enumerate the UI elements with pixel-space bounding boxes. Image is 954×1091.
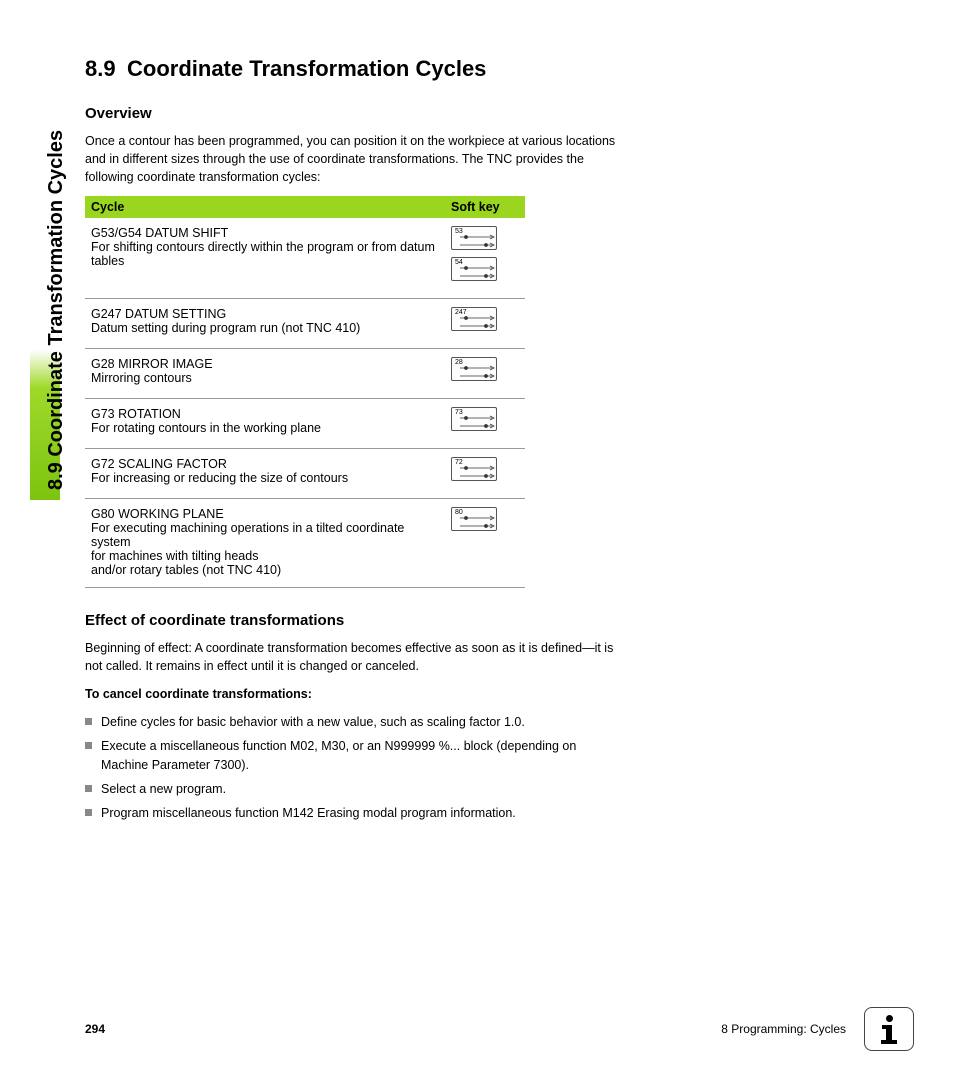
effect-paragraph: Beginning of effect: A coordinate transf… <box>85 639 625 675</box>
cycle-cell: G247 DATUM SETTINGDatum setting during p… <box>85 298 445 348</box>
col-header-cycle: Cycle <box>85 196 445 218</box>
cycle-cell: G80 WORKING PLANEFor executing machining… <box>85 498 445 587</box>
list-item: Execute a miscellaneous function M02, M3… <box>85 737 625 773</box>
softkey-cell: 53 54 <box>445 218 525 299</box>
overview-paragraph: Once a contour has been programmed, you … <box>85 132 625 186</box>
softkey-icon: 72 <box>451 457 497 481</box>
softkey-icon: 80 <box>451 507 497 531</box>
table-row: G73 ROTATIONFor rotating contours in the… <box>85 398 525 448</box>
cycle-title: G72 SCALING FACTOR <box>91 457 439 471</box>
section-number: 8.9 <box>85 55 127 83</box>
softkey-icon: 247 <box>451 307 497 331</box>
cycle-desc: For rotating contours in the working pla… <box>91 421 439 435</box>
cycle-desc: for machines with tilting heads <box>91 549 439 563</box>
info-icon <box>864 1007 914 1051</box>
list-item: Program miscellaneous function M142 Eras… <box>85 804 625 822</box>
chapter-label: 8 Programming: Cycles <box>721 1022 846 1036</box>
softkey-cell: 73 <box>445 398 525 448</box>
cancel-heading: To cancel coordinate transformations: <box>85 685 625 703</box>
cycle-desc: and/or rotary tables (not TNC 410) <box>91 563 439 577</box>
cycle-cell: G28 MIRROR IMAGEMirroring contours <box>85 348 445 398</box>
side-tab: 8.9 Coordinate Transformation Cycles <box>30 50 60 500</box>
table-row: G28 MIRROR IMAGEMirroring contours28 <box>85 348 525 398</box>
softkey-icon: 53 <box>451 226 497 250</box>
section-heading: 8.9 Coordinate Transformation Cycles <box>85 55 625 83</box>
softkey-cell: 247 <box>445 298 525 348</box>
col-header-softkey: Soft key <box>445 196 525 218</box>
softkey-cell: 28 <box>445 348 525 398</box>
effect-heading: Effect of coordinate transformations <box>85 612 625 629</box>
list-item: Select a new program. <box>85 780 625 798</box>
section-title-text: Coordinate Transformation Cycles <box>127 55 625 83</box>
table-row: G53/G54 DATUM SHIFTFor shifting contours… <box>85 218 525 299</box>
table-row: G72 SCALING FACTORFor increasing or redu… <box>85 448 525 498</box>
side-tab-text: 8.9 Coordinate Transformation Cycles <box>45 130 68 490</box>
cycle-desc: For increasing or reducing the size of c… <box>91 471 439 485</box>
softkey-icon: 54 <box>451 257 497 281</box>
table-row: G80 WORKING PLANEFor executing machining… <box>85 498 525 587</box>
cancel-list: Define cycles for basic behavior with a … <box>85 713 625 822</box>
cycle-title: G73 ROTATION <box>91 407 439 421</box>
cycle-title: G80 WORKING PLANE <box>91 507 439 521</box>
softkey-icon: 73 <box>451 407 497 431</box>
page-footer: 294 8 Programming: Cycles <box>85 1007 914 1051</box>
page-content: 8.9 Coordinate Transformation Cycles Ove… <box>85 55 625 828</box>
overview-heading: Overview <box>85 105 625 122</box>
list-item: Define cycles for basic behavior with a … <box>85 713 625 731</box>
page-number: 294 <box>85 1022 105 1036</box>
softkey-icon: 28 <box>451 357 497 381</box>
table-row: G247 DATUM SETTINGDatum setting during p… <box>85 298 525 348</box>
cycle-cell: G73 ROTATIONFor rotating contours in the… <box>85 398 445 448</box>
cycle-cell: G53/G54 DATUM SHIFTFor shifting contours… <box>85 218 445 299</box>
cycle-cell: G72 SCALING FACTORFor increasing or redu… <box>85 448 445 498</box>
cycle-desc: For shifting contours directly within th… <box>91 240 439 268</box>
cycle-title: G28 MIRROR IMAGE <box>91 357 439 371</box>
softkey-cell: 72 <box>445 448 525 498</box>
cycles-table: Cycle Soft key G53/G54 DATUM SHIFTFor sh… <box>85 196 525 588</box>
cycle-desc: Datum setting during program run (not TN… <box>91 321 439 335</box>
cycle-title: G53/G54 DATUM SHIFT <box>91 226 439 240</box>
cycle-title: G247 DATUM SETTING <box>91 307 439 321</box>
softkey-cell: 80 <box>445 498 525 587</box>
cycle-desc: Mirroring contours <box>91 371 439 385</box>
cycle-desc: For executing machining operations in a … <box>91 521 439 549</box>
